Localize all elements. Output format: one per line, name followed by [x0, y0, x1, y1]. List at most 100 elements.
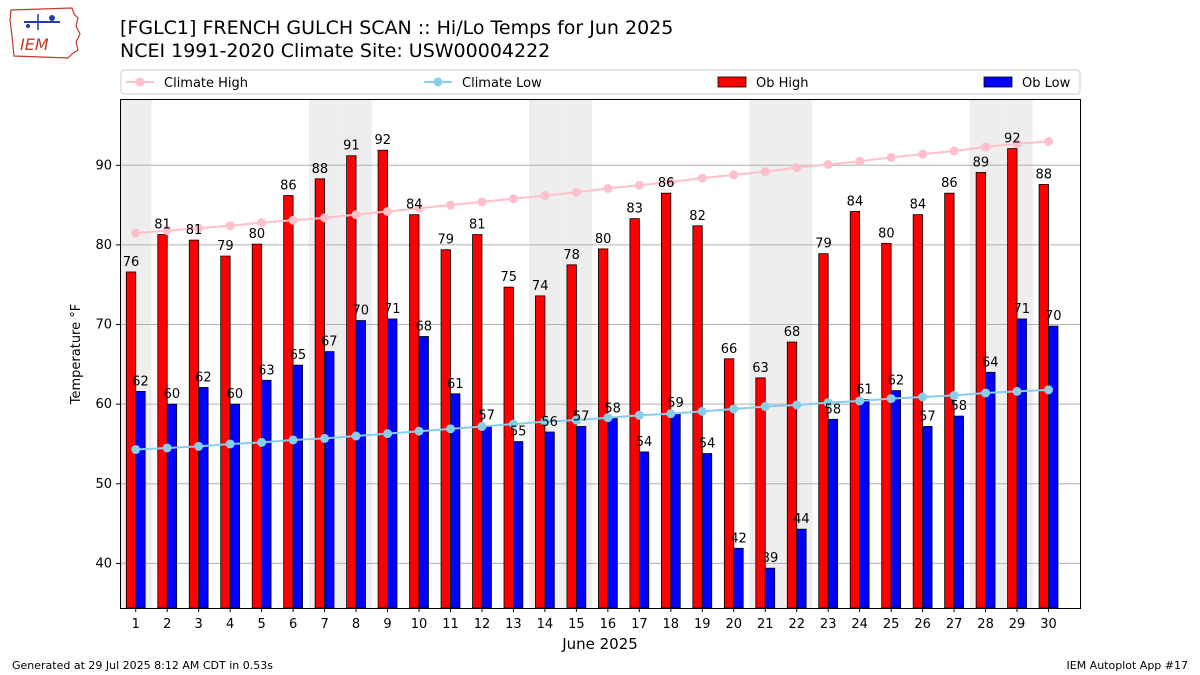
- climate-low-point-21: [760, 402, 770, 412]
- ob-low-bar-26: [922, 426, 933, 609]
- ob-low-label-10: 68: [415, 319, 432, 334]
- y-tick-label-90: 90: [95, 158, 112, 173]
- climate-low-point-20: [729, 404, 739, 414]
- climate-low-point-12: [477, 421, 487, 431]
- climate-low-point-19: [697, 406, 707, 416]
- climate-high-point-27: [949, 146, 959, 156]
- climate-high-point-18: [666, 177, 676, 187]
- ob-high-bar-15: [566, 264, 577, 609]
- climate-low-point-6: [288, 435, 298, 445]
- ob-high-bar-24: [849, 211, 861, 609]
- ob-low-label-30: 70: [1045, 309, 1062, 324]
- ob-high-bar-16: [598, 248, 609, 609]
- x-tick-label-9: 9: [383, 617, 391, 632]
- ob-low-label-1: 62: [132, 374, 149, 389]
- x-tick-label-28: 28: [977, 617, 994, 632]
- ob-high-label-1: 76: [123, 255, 140, 270]
- ob-high-label-25: 80: [878, 226, 895, 241]
- ob-high-label-8: 91: [343, 139, 360, 154]
- climate-high-point-14: [540, 191, 550, 201]
- ob-low-label-25: 62: [888, 374, 905, 389]
- ob-high-bar-5: [251, 243, 263, 609]
- ob-low-bar-20: [733, 547, 744, 609]
- climate-low-point-24: [855, 396, 865, 406]
- climate-high-point-10: [414, 203, 424, 213]
- climate-low-point-18: [666, 409, 676, 419]
- ob-low-bar-9: [387, 318, 398, 609]
- x-tick-label-7: 7: [320, 617, 328, 632]
- legend: Climate High Climate Low Ob High Ob Low: [120, 69, 1081, 95]
- ob-high-label-11: 79: [437, 233, 454, 248]
- ob-high-bar-4: [220, 255, 231, 609]
- climate-low-line: [135, 388, 1049, 451]
- ob-low-bar-10: [418, 336, 429, 609]
- ob-low-label-4: 60: [227, 387, 244, 402]
- x-tick-label-18: 18: [663, 617, 680, 632]
- x-tick-label-25: 25: [883, 617, 900, 632]
- x-tick-label-3: 3: [195, 617, 203, 632]
- ob-low-label-24: 61: [856, 382, 873, 397]
- x-tick-label-11: 11: [442, 617, 459, 632]
- x-tick-label-16: 16: [600, 617, 617, 632]
- ob-high-bar-2: [157, 234, 168, 609]
- ob-high-label-10: 84: [406, 198, 423, 213]
- ob-low-label-20: 42: [730, 531, 747, 546]
- legend-ob-low-label: Ob Low: [1022, 76, 1071, 91]
- climate-low-point-15: [571, 415, 581, 425]
- climate-high-point-26: [918, 149, 928, 159]
- y-axis-label: Temperature °F: [69, 304, 84, 405]
- climate-high-point-1: [131, 228, 141, 238]
- bar-labels: 76 81 81 79 80 86 88 91 92 84 79 81 75 74 78 80 83 86 82 66…: [123, 132, 1062, 567]
- ob-high-bar-30: [1038, 184, 1049, 609]
- ob-high-label-17: 83: [626, 202, 643, 217]
- x-axis-label: June 2025: [561, 635, 638, 653]
- ob-low-bar-23: [827, 418, 839, 609]
- ob-low-bar-13: [513, 441, 524, 609]
- ob-low-label-9: 71: [384, 302, 401, 317]
- ob-low-bar-21: [764, 567, 776, 609]
- ob-high-bar-9: [377, 149, 388, 609]
- climate-low-point-5: [257, 437, 267, 447]
- climate-low-point-2: [162, 443, 172, 453]
- climate-high-point-16: [603, 183, 613, 193]
- x-tick-label-24: 24: [851, 617, 868, 632]
- x-tick-label-17: 17: [631, 617, 648, 632]
- legend-box: [120, 69, 1081, 95]
- climate-high-point-22: [792, 163, 802, 173]
- ob-low-label-13: 55: [510, 425, 527, 440]
- legend-climate-low-marker: [433, 77, 443, 87]
- ob-high-label-6: 86: [280, 179, 297, 194]
- x-tick-label-10: 10: [411, 617, 428, 632]
- ob-low-bar-3: [198, 387, 209, 609]
- x-tick-label-23: 23: [820, 617, 837, 632]
- x-tick-label-29: 29: [1009, 617, 1026, 632]
- legend-ob-high-label: Ob High: [756, 76, 809, 91]
- ob-high-bar-6: [283, 195, 294, 609]
- ob-low-bar-27: [953, 415, 964, 609]
- x-tick-label-1: 1: [132, 617, 140, 632]
- ob-low-label-18: 59: [667, 396, 684, 411]
- ob-high-label-4: 79: [217, 239, 234, 254]
- ob-low-label-14: 56: [541, 415, 558, 430]
- ob-high-bar-3: [188, 239, 200, 609]
- ob-low-label-27: 58: [951, 399, 968, 414]
- legend-climate-high-label: Climate High: [164, 76, 248, 91]
- climate-low-point-27: [949, 390, 959, 400]
- chart-title: [FGLC1] FRENCH GULCH SCAN :: Hi/Lo Temps…: [120, 17, 674, 39]
- x-tick-label-20: 20: [725, 617, 742, 632]
- x-tick-label-13: 13: [505, 617, 522, 632]
- ob-low-label-15: 57: [573, 409, 590, 424]
- ob-low-label-11: 61: [447, 377, 464, 392]
- ob-low-bar-4: [229, 403, 241, 609]
- logo-text: IEM: [20, 35, 49, 54]
- ob-low-bar-2: [166, 403, 178, 609]
- ob-low-bar-18: [670, 412, 681, 609]
- ob-high-bar-20: [723, 358, 735, 609]
- ob-high-label-21: 63: [752, 361, 769, 376]
- climate-high-point-19: [697, 173, 707, 183]
- y-tick-label-40: 40: [95, 556, 112, 571]
- ob-low-label-23: 58: [825, 402, 842, 417]
- climate-low-point-29: [1012, 386, 1022, 396]
